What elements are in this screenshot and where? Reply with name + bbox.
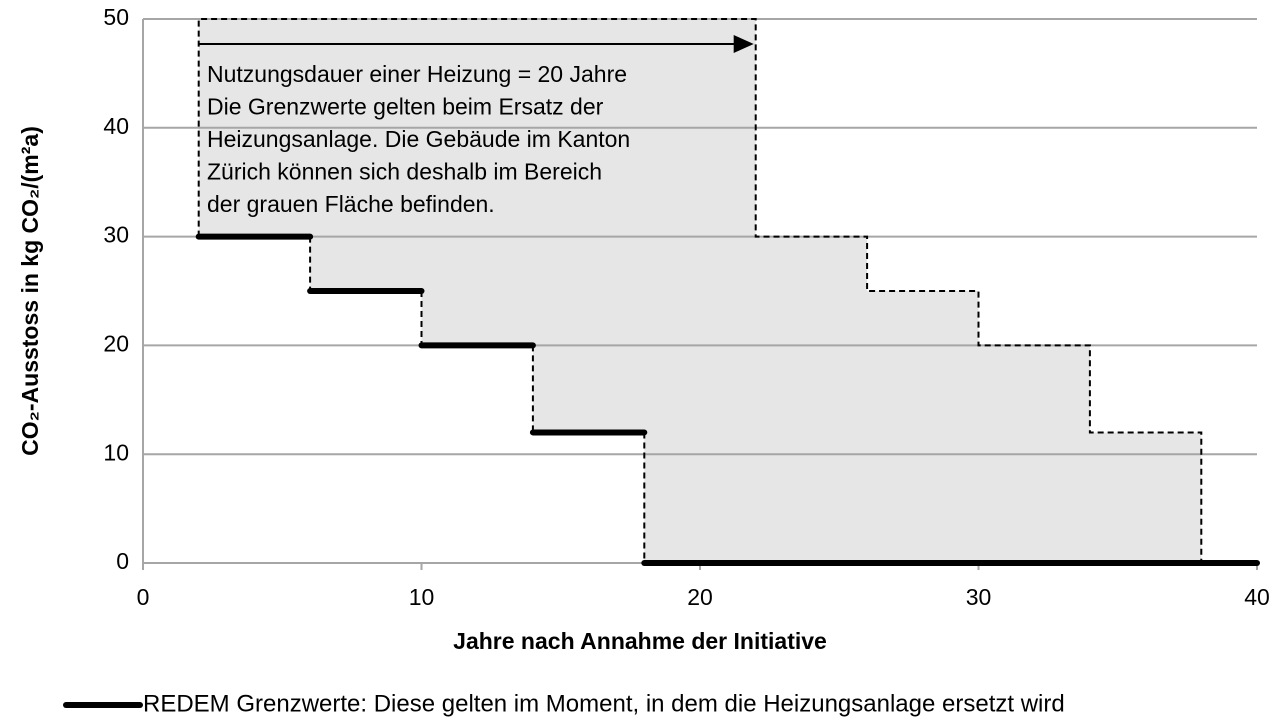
y-tick-label: 10: [103, 439, 129, 465]
x-tick-label: 0: [137, 584, 150, 610]
arrow-head: [733, 35, 754, 53]
annotation-line: Heizungsanlage. Die Gebäude im Kanton: [207, 126, 630, 152]
y-tick-label: 40: [103, 113, 129, 139]
x-tick-label: 10: [409, 584, 435, 610]
y-tick-label: 20: [103, 330, 129, 356]
y-tick-label: 0: [116, 548, 129, 574]
x-tick-label: 40: [1244, 584, 1270, 610]
y-tick-label: 30: [103, 222, 129, 248]
y-tick-label: 50: [103, 4, 129, 30]
x-tick-label: 30: [966, 584, 992, 610]
annotation-line: Die Grenzwerte gelten beim Ersatz der: [207, 94, 604, 120]
legend-label: REDEM Grenzwerte: Diese gelten im Moment…: [143, 690, 1065, 717]
annotation-line: der grauen Fläche befinden.: [207, 191, 495, 217]
annotation-line: Zürich können sich deshalb im Bereich: [207, 159, 602, 185]
x-axis-label: Jahre nach Annahme der Initiative: [453, 628, 827, 654]
grey-area: [198, 19, 1258, 563]
annotation-line: Nutzungsdauer einer Heizung = 20 Jahre: [207, 61, 627, 87]
y-axis-label: CO₂-Ausstoss in kg CO₂/(m²a): [17, 126, 43, 456]
dashed-boundary: [197, 18, 1257, 564]
x-tick-label: 20: [687, 584, 713, 610]
